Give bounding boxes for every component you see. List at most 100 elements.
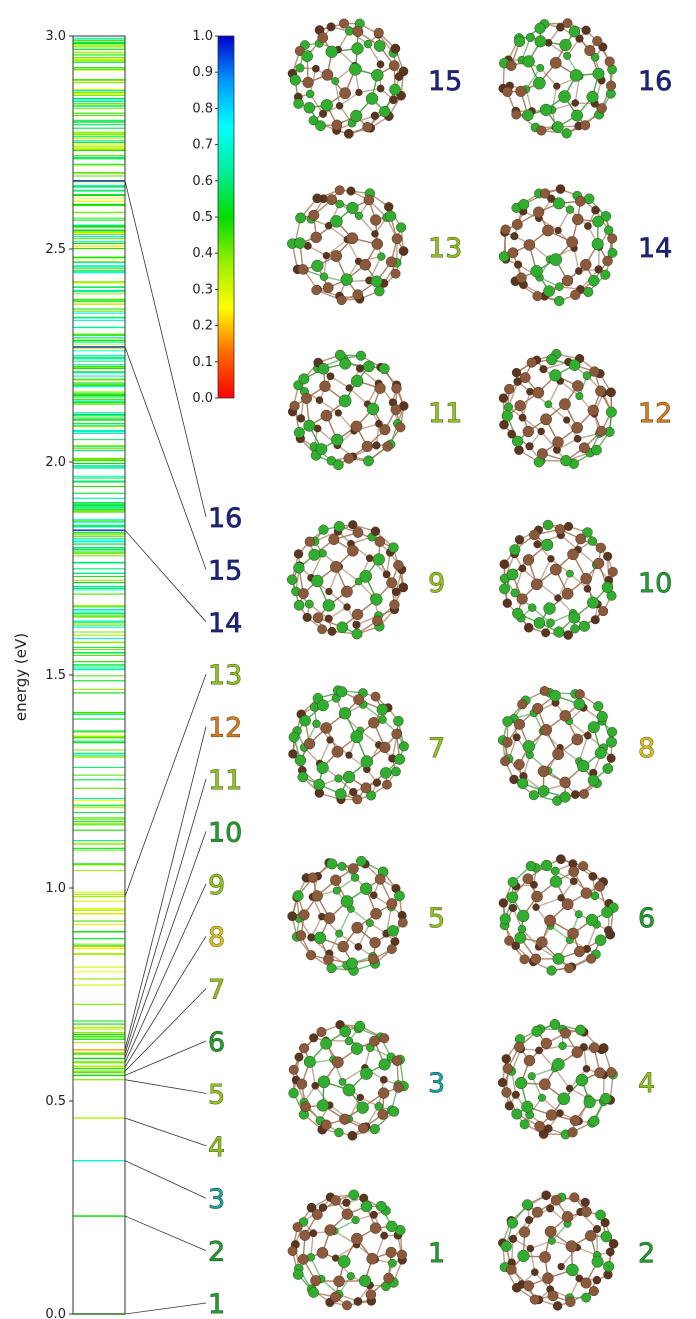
carbon-atom (499, 420, 509, 430)
green-atom (594, 934, 607, 946)
state-label: 1 (208, 1289, 225, 1319)
green-atom (295, 212, 306, 224)
carbon-atom (312, 64, 320, 73)
colorbar-tick-label: 0.6 (192, 174, 213, 189)
carbon-atom (288, 749, 298, 759)
green-atom (521, 1100, 534, 1113)
carbon-atom (317, 624, 328, 635)
carbon-atom (347, 545, 359, 557)
carbon-atom (312, 612, 324, 624)
connector-line (124, 529, 207, 623)
carbon-atom (300, 392, 312, 404)
carbon-atom (300, 1101, 311, 1113)
carbon-atom (552, 1301, 563, 1311)
green-atom (537, 1093, 546, 1102)
green-atom (378, 1058, 391, 1071)
carbon-atom (380, 1231, 389, 1240)
bond (547, 403, 568, 421)
green-atom (293, 98, 304, 109)
bond (539, 67, 558, 87)
green-atom (517, 924, 527, 934)
molecule-panel: 3 (288, 1020, 446, 1141)
colorbar (217, 35, 235, 399)
colorbar-tick-label: 0.9 (192, 65, 213, 80)
fullerene-molecule (287, 1189, 407, 1311)
carbon-atom (537, 765, 550, 778)
carbon-atom (517, 699, 528, 710)
fullerene-molecule (287, 185, 409, 306)
molecule-panel: 14 (498, 184, 673, 307)
carbon-atom (540, 724, 553, 736)
green-atom (316, 1099, 329, 1112)
carbon-atom (299, 1229, 311, 1241)
carbon-atom (588, 1042, 600, 1054)
green-atom (507, 876, 519, 888)
green-atom (317, 699, 329, 712)
carbon-atom (323, 953, 334, 965)
green-atom (511, 435, 524, 447)
y-axis: 0.0 0.5 1.0 1.5 2.0 2.5 3.0 (45, 29, 73, 1319)
green-atom (607, 727, 618, 737)
carbon-atom (378, 1087, 390, 1099)
state-label: 7 (208, 975, 225, 1006)
bond (335, 1244, 358, 1259)
bond (540, 430, 558, 451)
panel-state-label: 14 (638, 233, 672, 264)
green-atom (559, 791, 571, 803)
carbon-atom (514, 535, 525, 545)
green-atom (316, 761, 329, 774)
carbon-atom (352, 26, 364, 37)
carbon-atom (347, 863, 359, 874)
carbon-atom (549, 563, 562, 576)
green-atom (501, 410, 513, 422)
green-atom (527, 1072, 536, 1081)
green-atom (333, 459, 344, 471)
molecule-panel: 1 (287, 1189, 446, 1311)
carbon-atom (608, 1238, 619, 1249)
carbon-atom (564, 963, 575, 974)
carbon-atom (389, 95, 398, 105)
carbon-atom (308, 209, 320, 221)
carbon-atom (391, 383, 402, 394)
fullerene-molecule (288, 685, 409, 805)
carbon-atom (516, 272, 527, 284)
green-atom (569, 69, 583, 82)
green-atom (544, 400, 553, 409)
carbon-atom (533, 540, 542, 549)
green-atom (308, 115, 319, 126)
green-atom (374, 285, 385, 297)
carbon-atom (390, 268, 401, 279)
green-atom (308, 548, 321, 561)
green-atom (330, 215, 343, 228)
carbon-atom (607, 233, 618, 244)
carbon-atom (504, 1101, 514, 1111)
carbon-atom (606, 753, 616, 763)
green-atom (600, 1092, 612, 1105)
carbon-atom (538, 1078, 551, 1091)
carbon-atom (595, 542, 606, 553)
carbon-atom (293, 549, 304, 559)
carbon-atom (526, 1244, 535, 1253)
green-atom (297, 771, 309, 783)
carbon-atom (353, 1297, 363, 1306)
green-atom (583, 1096, 596, 1109)
carbon-atom (545, 1109, 558, 1121)
y-tick-label: 1.5 (45, 668, 66, 683)
bond (554, 1067, 571, 1089)
carbon-atom (385, 1246, 397, 1258)
carbon-atom (304, 536, 315, 547)
carbon-atom (508, 903, 518, 913)
carbon-atom (519, 372, 531, 384)
carbon-atom (578, 861, 589, 872)
green-atom (346, 957, 358, 970)
carbon-atom (296, 414, 306, 423)
green-atom (340, 895, 354, 908)
carbon-atom (295, 930, 307, 941)
carbon-atom (603, 551, 613, 561)
green-atom (384, 210, 397, 222)
carbon-atom (571, 733, 584, 746)
carbon-atom (559, 710, 571, 722)
green-atom (332, 886, 341, 895)
carbon-atom (511, 109, 522, 120)
